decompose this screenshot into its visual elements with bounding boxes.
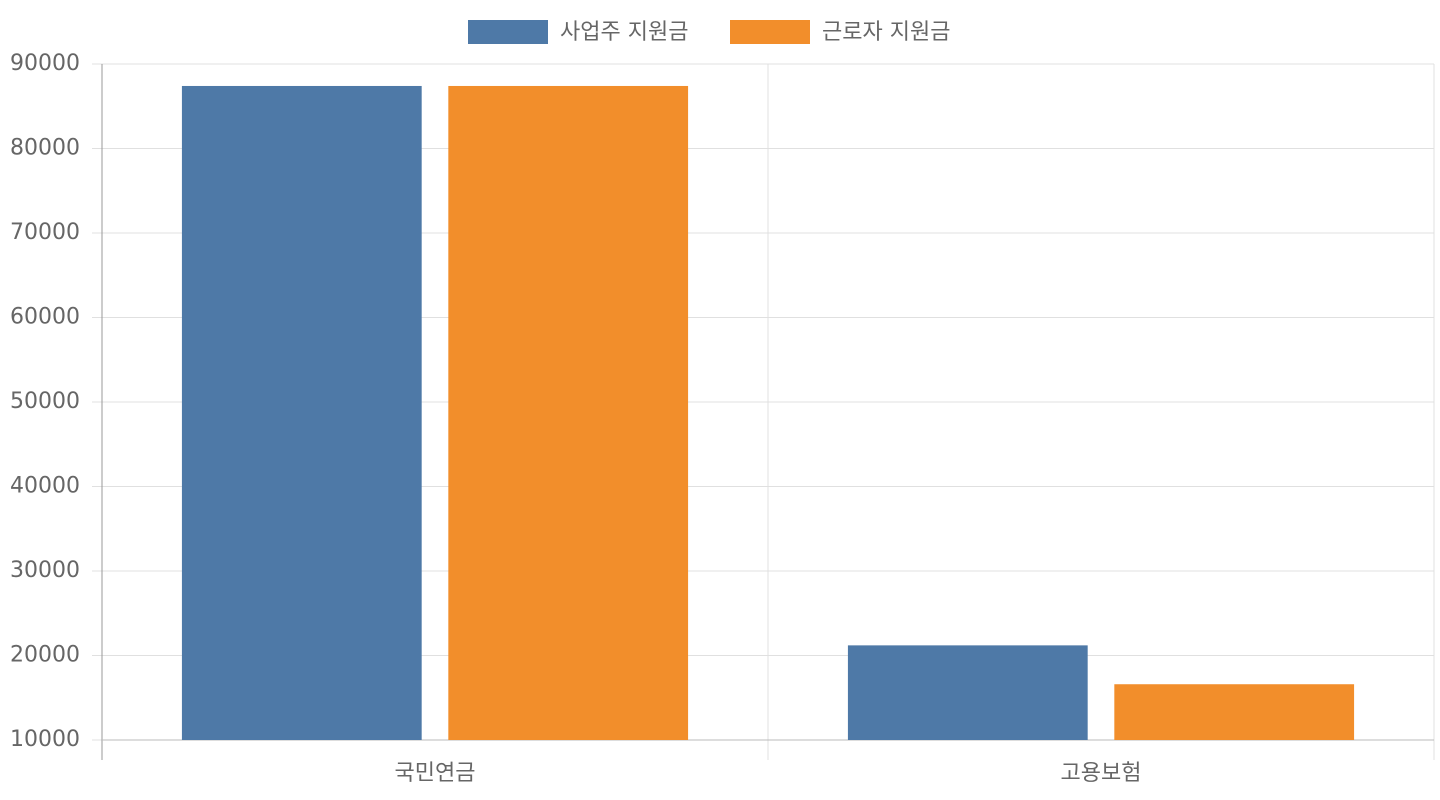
y-tick-label: 60000	[10, 305, 80, 330]
bar	[1114, 684, 1355, 740]
legend-label: 근로자 지원금	[822, 20, 950, 45]
legend-swatch	[468, 20, 548, 44]
y-tick-label: 30000	[10, 558, 80, 583]
y-tick-label: 90000	[10, 51, 80, 76]
y-tick-label: 40000	[10, 474, 80, 499]
y-tick-label: 10000	[10, 727, 80, 752]
bar	[181, 85, 422, 741]
y-tick-label: 80000	[10, 136, 80, 161]
y-tick-label: 50000	[10, 389, 80, 414]
x-tick-label: 국민연금	[395, 761, 476, 786]
x-tick-label: 고용보험	[1061, 761, 1142, 786]
legend-swatch	[730, 20, 810, 44]
y-tick-label: 20000	[10, 643, 80, 668]
y-tick-label: 70000	[10, 220, 80, 245]
legend-label: 사업주 지원금	[560, 20, 688, 45]
bar	[847, 645, 1088, 740]
bar	[448, 85, 689, 741]
